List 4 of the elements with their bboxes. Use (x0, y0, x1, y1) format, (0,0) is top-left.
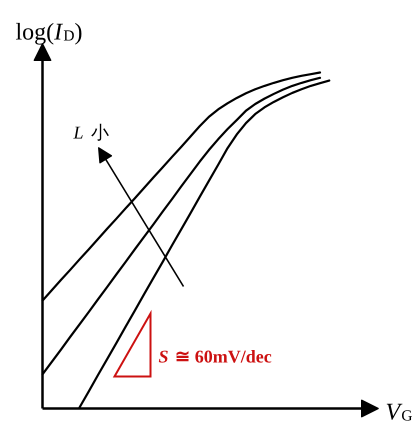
annotation: L 小 (72, 122, 110, 142)
y-axis-title: log(ID) (16, 20, 82, 46)
annotation: S ≅ 60mV/dec (158, 346, 272, 366)
x-axis-title: VG (386, 400, 412, 423)
